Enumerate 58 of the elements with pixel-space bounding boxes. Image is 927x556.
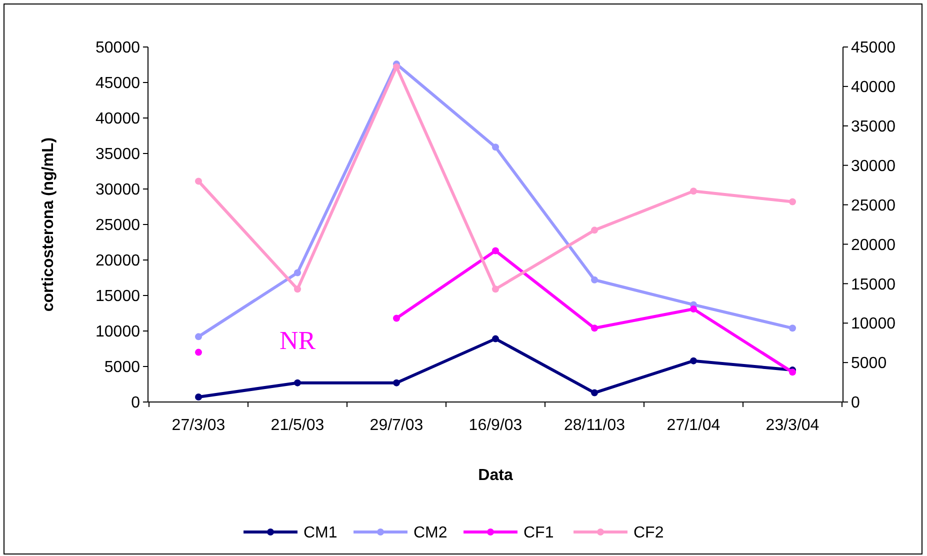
point xyxy=(195,348,202,356)
point xyxy=(294,379,301,386)
y-tick-label: 45000 xyxy=(96,75,140,92)
y-tick-label: 20000 xyxy=(96,252,140,270)
y2-tick-label: 10000 xyxy=(851,316,896,333)
point xyxy=(393,379,400,386)
legend-label: CM1 xyxy=(304,524,338,542)
y2-tick-label: 45000 xyxy=(851,40,896,57)
y-tick-label: 40000 xyxy=(96,110,140,128)
y2-tick-label: 30000 xyxy=(851,158,896,175)
y2-tick-label: 0 xyxy=(851,394,860,412)
point xyxy=(195,394,202,401)
point xyxy=(492,247,499,254)
x-tick-label: 28/11/03 xyxy=(564,417,626,434)
x-tick-label: 21/5/03 xyxy=(270,417,324,434)
x-tick-label: 23/3/04 xyxy=(766,417,820,434)
legend-label: CF2 xyxy=(634,524,664,542)
point xyxy=(195,333,202,340)
y-tick-label: 5000 xyxy=(104,359,140,376)
point xyxy=(195,178,202,185)
point xyxy=(690,305,697,312)
point xyxy=(492,335,499,342)
x-axis-title: Data xyxy=(478,467,513,484)
y-tick-label: 10000 xyxy=(96,324,140,341)
y-tick-label: 50000 xyxy=(96,40,140,57)
point xyxy=(690,357,697,364)
point xyxy=(393,63,400,70)
point xyxy=(393,314,400,322)
point xyxy=(294,269,301,276)
x-tick-label: 16/9/03 xyxy=(468,417,522,434)
point xyxy=(492,286,499,293)
y-tick-label: 30000 xyxy=(96,182,140,199)
y2-tick-label: 40000 xyxy=(851,79,896,96)
point xyxy=(591,226,598,234)
y-tick-label: 0 xyxy=(131,394,140,412)
y2-tick-label: 15000 xyxy=(851,276,896,294)
point xyxy=(492,144,499,151)
point xyxy=(591,389,598,396)
x-tick-label: 27/3/03 xyxy=(172,417,226,434)
point xyxy=(789,324,796,332)
y2-tick-label: 5000 xyxy=(851,355,887,372)
annotation: NR xyxy=(279,326,316,356)
point xyxy=(591,324,598,332)
point xyxy=(294,286,301,293)
y2-tick-label: 35000 xyxy=(851,118,896,136)
y-tick-label: 25000 xyxy=(96,217,140,234)
y-tick-label: 35000 xyxy=(96,146,140,164)
y2-tick-label: 25000 xyxy=(851,197,896,214)
point xyxy=(690,188,697,195)
point xyxy=(591,276,598,284)
point xyxy=(789,198,796,206)
y-axis-title: corticosterona (ng/mL) xyxy=(40,137,57,312)
y-tick-label: 15000 xyxy=(96,288,140,306)
x-tick-label: 27/1/04 xyxy=(666,417,720,434)
legend-label: CM2 xyxy=(414,524,448,542)
legend-label: CF1 xyxy=(524,524,554,542)
y2-tick-label: 20000 xyxy=(851,236,896,254)
x-tick-label: 29/7/03 xyxy=(370,417,424,434)
